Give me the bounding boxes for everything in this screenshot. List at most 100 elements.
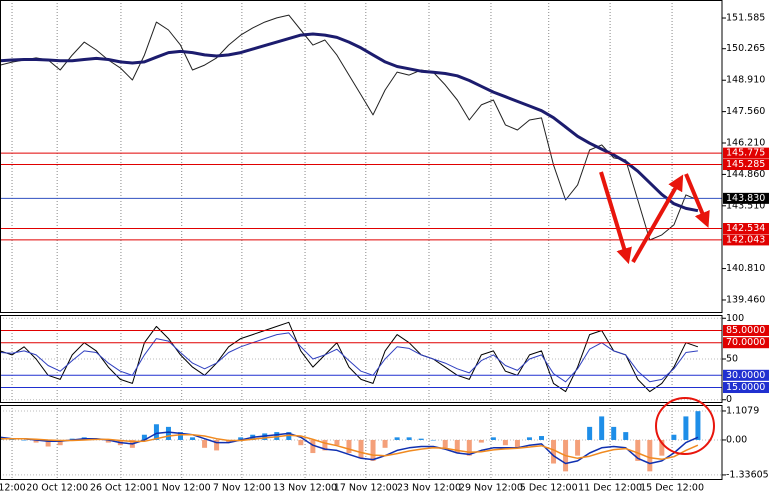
level-label: 142.534	[726, 223, 765, 234]
y-tick-label: 1.1079	[726, 405, 759, 416]
histogram-bar	[190, 437, 196, 440]
histogram-bar	[551, 439, 557, 464]
histogram-bar	[238, 437, 244, 440]
histogram-bar	[274, 432, 280, 440]
y-tick-label: 0	[726, 394, 732, 405]
x-tick-label: 20 Oct 12:00	[26, 483, 88, 494]
level-box	[723, 369, 769, 381]
histogram-bar	[45, 439, 51, 447]
y-tick-label: 0.00	[726, 434, 747, 445]
histogram-bar	[623, 432, 629, 440]
histogram-bar	[406, 437, 412, 440]
series-line	[0, 321, 699, 393]
histogram-bar	[370, 439, 376, 461]
y-tick-label: 100	[726, 313, 744, 324]
histogram-bar	[322, 439, 328, 451]
level-label: 30.0000	[726, 370, 765, 381]
histogram-bar	[21, 439, 27, 441]
histogram-bar	[418, 438, 424, 440]
level-label: 145.775	[726, 148, 765, 159]
series-line	[0, 32, 699, 213]
histogram-bar	[214, 439, 220, 451]
histogram-bar	[695, 411, 701, 440]
level-label: 145.285	[726, 159, 765, 170]
histogram-bar	[454, 439, 460, 454]
level-box	[723, 382, 769, 394]
y-tick-label: 148.910	[726, 75, 765, 86]
histogram-bar	[9, 439, 15, 440]
level-label: 85.0000	[726, 325, 765, 336]
histogram-bar	[478, 439, 484, 443]
level-label: 143.830	[726, 193, 765, 204]
histogram-bar	[430, 439, 436, 441]
histogram-bar	[599, 416, 605, 440]
series-line	[0, 332, 698, 383]
x-tick-label: 29 Nov 12:00	[459, 483, 523, 494]
level-box	[723, 337, 769, 349]
level-box	[723, 222, 769, 234]
y-tick-label: 139.460	[726, 294, 765, 305]
histogram-bar	[358, 439, 364, 459]
y-tick-label: 143.510	[726, 200, 765, 211]
histogram-bar	[611, 426, 617, 440]
y-tick-label: 50	[726, 354, 738, 365]
y-tick-label: 140.810	[726, 263, 765, 274]
histogram-bar	[153, 424, 159, 440]
histogram-bar	[539, 436, 544, 440]
y-tick-label: 150.265	[726, 43, 765, 54]
x-tick-label: 11 Dec 12:00	[578, 483, 642, 494]
histogram-bar	[394, 437, 400, 440]
histogram-bar	[490, 437, 496, 440]
histogram-bar	[346, 439, 352, 454]
panel-border	[0, 0, 723, 313]
histogram-bar	[635, 439, 641, 461]
y-tick-label: 147.560	[726, 106, 765, 117]
x-tick-label: 1 Nov 12:00	[153, 483, 211, 494]
level-label: 70.0000	[726, 337, 765, 348]
y-tick-label: 144.860	[726, 169, 765, 180]
histogram-bar	[334, 439, 340, 446]
annotations	[599, 171, 715, 455]
histogram-bar	[178, 432, 183, 440]
histogram-bar	[298, 439, 304, 446]
histogram-bar	[514, 439, 520, 448]
histogram-bar	[141, 434, 147, 440]
x-tick-label: 13 Nov 12:00	[273, 483, 337, 494]
y-tick-label: 146.210	[726, 138, 765, 149]
histogram-bar	[466, 439, 472, 456]
y-tick-label: -1.33605	[726, 469, 769, 480]
histogram-bar	[647, 439, 653, 472]
histogram-bar	[671, 434, 677, 440]
level-label: 15.0000	[726, 382, 765, 393]
histogram-bar	[202, 439, 208, 448]
histogram-bar	[442, 439, 448, 448]
histogram-bar	[502, 439, 508, 446]
highlight-circle	[655, 397, 715, 455]
x-tick-label: 23 Nov 12:00	[397, 483, 461, 494]
level-box	[723, 324, 769, 336]
histogram-bar	[575, 439, 581, 456]
x-tick-label: 7 Nov 12:00	[213, 483, 271, 494]
y-tick-label: 151.585	[726, 13, 765, 24]
histogram-bar	[659, 439, 665, 456]
level-box	[723, 234, 769, 246]
x-tick-label: 17 Nov 12:00	[334, 483, 398, 494]
histogram-bar	[105, 439, 111, 443]
arrow-down	[599, 171, 632, 265]
arrow-down	[684, 173, 710, 228]
histogram-bar	[57, 439, 63, 446]
histogram-bar	[683, 416, 689, 440]
histogram-bar	[587, 426, 593, 440]
series-line	[0, 433, 699, 461]
level-box	[723, 159, 769, 171]
histogram-bar	[382, 439, 388, 448]
histogram-bar	[33, 439, 39, 443]
panel-border	[0, 315, 723, 403]
arrow-up	[631, 174, 684, 263]
x-tick-label: 12:00	[0, 483, 26, 494]
x-tick-label: 26 Oct 12:00	[90, 483, 152, 494]
histogram-bar	[226, 439, 232, 443]
x-tick-label: 15 Dec 12:00	[640, 483, 704, 494]
